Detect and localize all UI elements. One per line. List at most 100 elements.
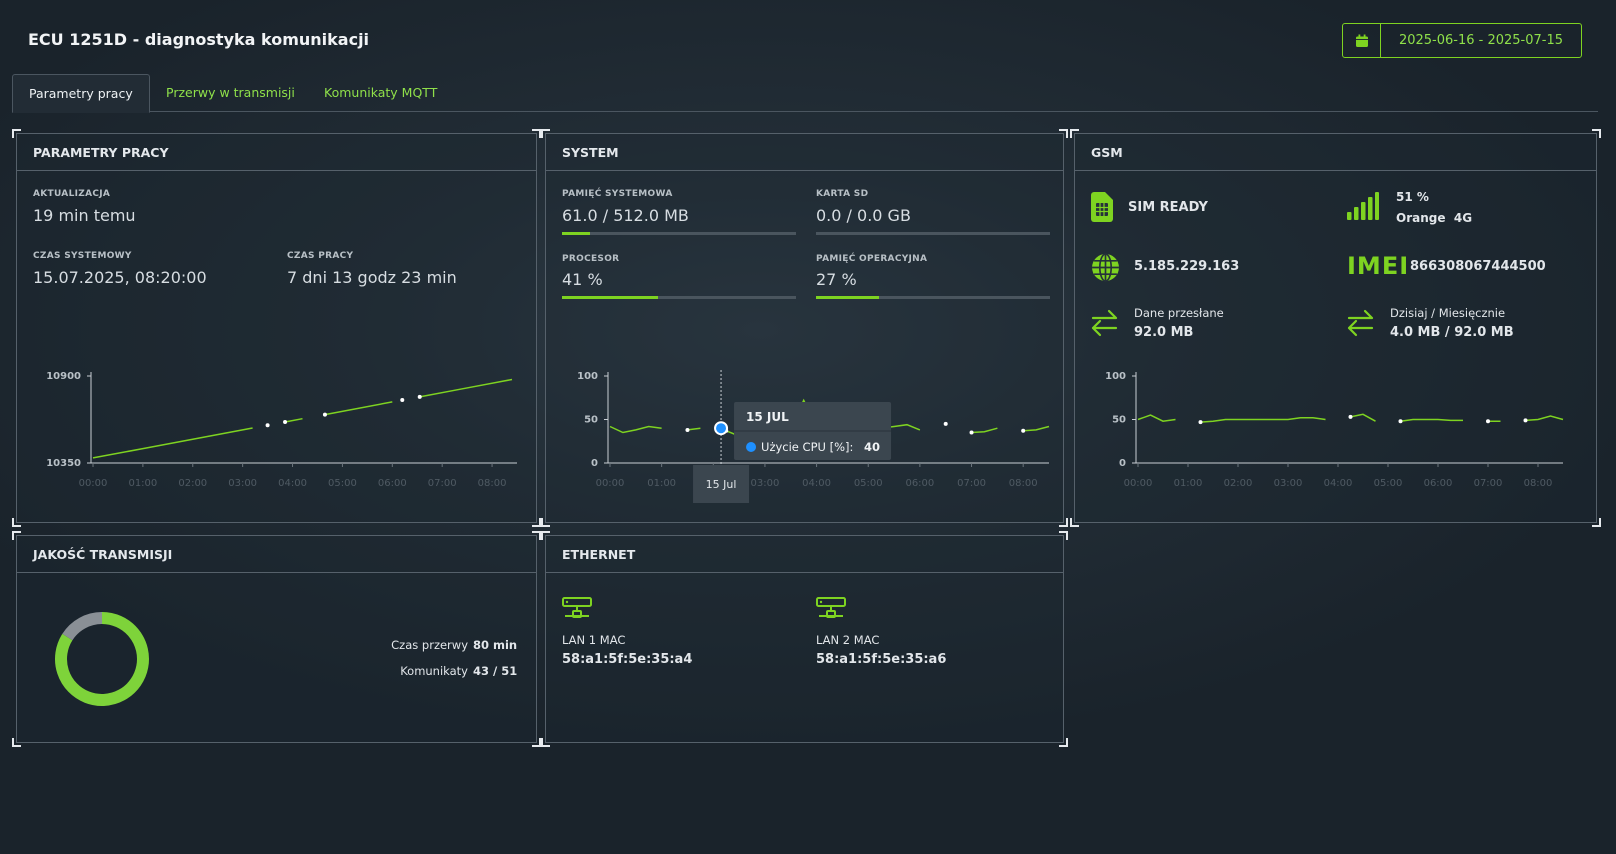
metric-value: 27 % xyxy=(816,270,857,289)
metric-value: 41 % xyxy=(562,270,603,289)
metric-value: 0.0 / 0.0 GB xyxy=(816,206,911,225)
y-tick-label: 10350 xyxy=(46,458,81,469)
sim-status: SIM READY xyxy=(1128,200,1208,215)
data-label: Dzisiaj / Miesięcznie xyxy=(1390,306,1506,320)
y-tick-label: 0 xyxy=(1119,458,1126,469)
x-tick-label: 04:00 xyxy=(802,478,831,489)
x-tick-label: 03:00 xyxy=(751,478,780,489)
transfer-icon xyxy=(1347,309,1374,337)
ip-address: 5.185.229.163 xyxy=(1134,259,1240,274)
corner-bracket xyxy=(1059,531,1068,540)
tooltip-value: 40 xyxy=(864,440,880,454)
corner-bracket xyxy=(1070,518,1079,527)
mac-address: 58:a1:5f:5e:35:a6 xyxy=(816,652,947,667)
data-point xyxy=(1348,414,1353,419)
y-tick-label: 50 xyxy=(1112,415,1126,426)
progress-track xyxy=(562,296,796,299)
x-tick-label: 01:00 xyxy=(1174,478,1203,489)
corner-bracket xyxy=(541,518,550,527)
corner-bracket xyxy=(1059,518,1068,527)
metric-label: PROCESOR xyxy=(562,254,620,264)
data-point xyxy=(1486,419,1490,424)
transfer-icon xyxy=(1091,309,1118,337)
tooltip-series: Użycie CPU [%]: xyxy=(761,440,853,454)
y-tick-label: 50 xyxy=(584,415,598,426)
x-tick-label: 05:00 xyxy=(854,478,883,489)
data-label: Dane przesłane xyxy=(1134,306,1224,320)
corner-bracket xyxy=(12,129,21,138)
data-point xyxy=(1021,428,1026,433)
imei-number: 866308067444500 xyxy=(1410,259,1546,274)
field-label: CZAS PRACY xyxy=(287,251,354,261)
signal-icon xyxy=(1347,192,1379,220)
panel-title: PARAMETRY PRACY xyxy=(17,134,536,171)
data-point xyxy=(1523,418,1528,423)
axis-tooltip-box xyxy=(693,465,750,503)
data-point xyxy=(1198,420,1203,425)
y-tick-label: 0 xyxy=(591,458,598,469)
row-label: Komunikaty xyxy=(400,664,468,678)
metric-label: KARTA SD xyxy=(816,189,869,199)
data-point xyxy=(322,412,327,417)
x-tick-label: 06:00 xyxy=(378,478,407,489)
progress-fill xyxy=(562,296,658,299)
row-value: 80 min xyxy=(473,638,518,652)
progress-track xyxy=(816,296,1050,299)
panel: GSM SIM READY 51 % Orange 4G 5.185.229.1… xyxy=(1070,129,1601,527)
signal-strength: 51 % xyxy=(1396,190,1429,204)
tab[interactable]: Komunikaty MQTT xyxy=(324,85,438,100)
x-tick-label: 03:00 xyxy=(228,478,257,489)
tab[interactable]: Parametry pracy xyxy=(12,74,150,113)
panel: SYSTEM PAMIĘĆ SYSTEMOWA 61.0 / 512.0 MB … xyxy=(541,129,1068,527)
page-title: ECU 1251D - diagnostyka komunikacji xyxy=(28,30,370,49)
corner-bracket xyxy=(532,531,541,540)
corner-bracket xyxy=(541,738,550,747)
x-tick-label: 06:00 xyxy=(905,478,934,489)
progress-fill xyxy=(562,232,590,235)
x-tick-label: 04:00 xyxy=(1324,478,1353,489)
x-tick-label: 00:00 xyxy=(79,478,108,489)
corner-bracket xyxy=(12,738,21,747)
corner-bracket xyxy=(532,129,541,138)
donut-segment xyxy=(62,612,103,641)
port-label: LAN 1 MAC xyxy=(562,633,626,647)
line-series xyxy=(92,378,513,459)
progress-track xyxy=(562,232,796,235)
field-label: CZAS SYSTEMOWY xyxy=(33,251,132,261)
panel-title: ETHERNET xyxy=(546,536,1063,573)
date-range-picker[interactable]: 2025-06-16 - 2025-07-15 xyxy=(1342,23,1582,58)
data-point xyxy=(969,430,974,435)
panel: PARAMETRY PRACY AKTUALIZACJA 19 min temu… xyxy=(12,129,541,527)
tooltip-title: 15 JUL xyxy=(746,410,789,424)
corner-bracket xyxy=(1070,129,1079,138)
data-value: 4.0 MB / 92.0 MB xyxy=(1390,325,1514,340)
x-tick-label: 01:00 xyxy=(128,478,157,489)
tab[interactable]: Przerwy w transmisji xyxy=(166,85,295,100)
data-point xyxy=(685,427,690,432)
ethernet-icon xyxy=(562,597,592,618)
data-point xyxy=(1398,419,1403,424)
panel-title: SYSTEM xyxy=(546,134,1063,171)
x-tick-label: 07:00 xyxy=(428,478,457,489)
x-tick-label: 00:00 xyxy=(1124,478,1153,489)
field-value: 19 min temu xyxy=(33,206,136,225)
data-point xyxy=(400,398,405,403)
row-value: 43 / 51 xyxy=(473,664,518,678)
panel-title: JAKOŚĆ TRANSMISJI xyxy=(17,536,536,573)
data-point xyxy=(943,421,948,426)
data-point xyxy=(417,394,422,399)
corner-bracket xyxy=(1059,129,1068,138)
x-tick-label: 07:00 xyxy=(957,478,986,489)
row-label: Czas przerwy xyxy=(391,638,468,652)
data-point xyxy=(283,420,288,425)
corner-bracket xyxy=(541,129,550,138)
y-tick-label: 100 xyxy=(577,371,598,382)
metric-value: 61.0 / 512.0 MB xyxy=(562,206,689,225)
metric-label: PAMIĘĆ OPERACYJNA xyxy=(816,254,928,264)
calendar-icon xyxy=(1343,24,1381,57)
progress-track xyxy=(816,232,1050,235)
operator-name: Orange xyxy=(1396,211,1446,225)
sim-icon xyxy=(1091,192,1113,222)
x-tick-label: 08:00 xyxy=(478,478,507,489)
